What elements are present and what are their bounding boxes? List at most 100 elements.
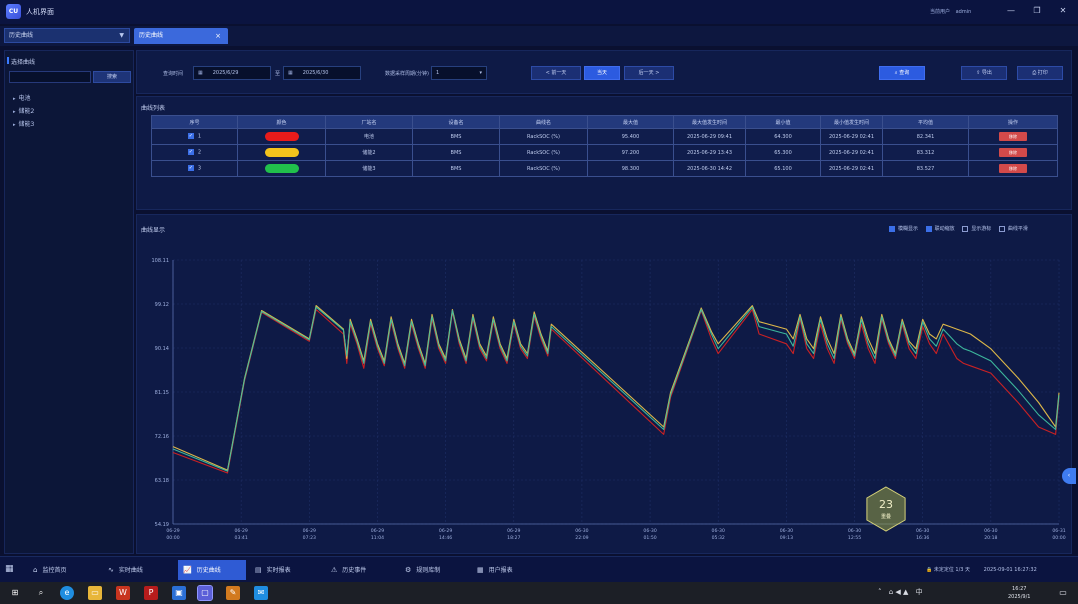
input-language[interactable]: 中 — [915, 588, 923, 596]
option-blur-display[interactable]: 模糊显示 — [889, 225, 918, 232]
history-line-chart[interactable]: 108.1199.1290.1481.1572.1663.1854.1906-2… — [137, 215, 1073, 555]
option-linked-zoom[interactable]: 联动缩放 — [925, 225, 955, 232]
notification-icon[interactable]: ▭ — [1059, 588, 1067, 597]
row-index-cell[interactable]: ✓ 1 — [151, 128, 238, 145]
row-checkbox[interactable]: ✓ — [187, 165, 194, 172]
side-collapse-handle[interactable]: ‹ — [1062, 468, 1076, 484]
sidebar-search-button[interactable]: 搜索 — [93, 71, 131, 83]
nav-tab-6[interactable]: ▦ 用户报表 — [472, 560, 540, 580]
checkbox-icon[interactable] — [962, 225, 969, 232]
color-swatch[interactable] — [264, 148, 299, 157]
expand-arrow-icon[interactable]: ▸ — [13, 109, 16, 115]
expand-arrow-icon[interactable]: ▸ — [13, 96, 16, 102]
maximize-button[interactable]: ❐ — [1033, 6, 1041, 15]
tray-icons[interactable]: ⌂ ◀ ▲ — [888, 588, 909, 596]
export-button[interactable]: ⇪ 导出 — [961, 66, 1007, 80]
search-button[interactable]: ⌕ 查询 — [879, 66, 925, 80]
curve-name-cell: RackSOC (%) — [499, 144, 588, 161]
column-header[interactable]: 曲线名 — [499, 115, 588, 129]
nav-tab-5[interactable]: ⚙ 规则库制 — [400, 560, 468, 580]
nav-tab-4[interactable]: ⚠ 历史事件 — [326, 560, 394, 580]
column-header[interactable]: 厂站名 — [325, 115, 413, 129]
taskbar-clock[interactable]: 16:27 2025/9/1 — [1008, 585, 1030, 601]
search-icon[interactable]: ⌕ — [38, 588, 44, 597]
nav-tab-0[interactable]: ⌂ 监控首页 — [28, 560, 96, 580]
series-line-1[interactable] — [172, 308, 1060, 474]
column-header[interactable]: 最大值 — [587, 115, 674, 129]
system-tray[interactable]: ˄ ⌂ ◀ ▲ 中 — [878, 587, 928, 597]
sidebar-item-1[interactable]: ▸ 电池 — [13, 93, 31, 102]
windows-taskbar: ⊞ ⌕ e ▭ W P ▣ ▢ ✎ ✉ ˄ ⌂ ◀ ▲ 中 16:27 2025… — [0, 582, 1078, 604]
column-header[interactable]: 操作 — [968, 115, 1058, 129]
print-button[interactable]: ⎙ 打印 — [1017, 66, 1063, 80]
edge-browser-icon[interactable]: e — [60, 586, 74, 600]
overlap-badge-icon[interactable] — [866, 486, 906, 532]
row-color-cell[interactable] — [237, 160, 326, 177]
column-header[interactable]: 最小值发生时间 — [820, 115, 883, 129]
checkbox-icon[interactable] — [998, 225, 1005, 232]
app-title: 人机界面 — [26, 8, 54, 16]
option-show-cursor[interactable]: 显示游标 — [962, 225, 991, 232]
column-header[interactable]: 平均值 — [882, 115, 969, 129]
checkbox-icon[interactable] — [889, 225, 895, 232]
nav-tab-3[interactable]: ▤ 实时报表 — [250, 560, 318, 580]
expand-arrow-icon[interactable]: ▸ — [13, 122, 16, 128]
prev-day-button[interactable]: < 前一天 — [531, 66, 581, 80]
nav-tab-label: 历史曲线 — [196, 567, 221, 574]
option-smooth-curve[interactable]: 曲线平滑 — [998, 225, 1028, 232]
column-header[interactable]: 最大值发生时间 — [673, 115, 746, 129]
table-row[interactable]: ✓ 2 储能2 BMS RackSOC (%) 97.200 2025-06-29 13:4… — [151, 144, 1058, 161]
column-header[interactable]: 序号 — [151, 115, 238, 129]
remove-button[interactable]: 移除 — [999, 132, 1027, 141]
mail-app-icon[interactable]: ✉ — [254, 586, 268, 600]
next-day-button[interactable]: 后一天 > — [624, 66, 674, 80]
app-icon[interactable]: ▣ — [172, 586, 186, 600]
min-time-cell: 2025-06-29 02:41 — [820, 160, 883, 177]
column-header[interactable]: 最小值 — [745, 115, 821, 129]
start-date-input[interactable]: ▦ 2025/6/29 — [193, 66, 271, 80]
nav-tab-2[interactable]: 📈 历史曲线 — [178, 560, 246, 580]
table-row[interactable]: ✓ 3 储能3 BMS RackSOC (%) 98.300 2025-06-30 14:4… — [151, 160, 1058, 177]
tray-expand-icon[interactable]: ˄ — [878, 588, 882, 596]
export-icon: ⇪ — [976, 70, 982, 76]
tab-history-curve[interactable]: 历史曲线 × — [134, 28, 228, 44]
wps-icon[interactable]: W — [116, 586, 130, 600]
file-explorer-icon[interactable]: ▭ — [88, 586, 102, 600]
apps-grid-icon[interactable]: ▦ — [5, 564, 14, 574]
row-index-cell[interactable]: ✓ 3 — [151, 160, 238, 177]
table-row[interactable]: ✓ 1 电池 BMS RackSOC (%) 95.400 2025-06-29 09:41… — [151, 128, 1058, 145]
device-cell: BMS — [412, 160, 500, 177]
close-tab-icon[interactable]: × — [215, 32, 221, 40]
period-select[interactable]: 1 ▾ — [431, 66, 487, 80]
editor-app-icon[interactable]: ✎ — [226, 586, 240, 600]
hmi-app-icon[interactable]: ▢ — [197, 585, 213, 601]
device-cell: BMS — [412, 144, 500, 161]
row-color-cell[interactable] — [237, 128, 326, 145]
remove-button[interactable]: 移除 — [999, 148, 1027, 157]
user-name[interactable]: admin — [955, 9, 972, 15]
minimize-button[interactable]: — — [1007, 6, 1015, 15]
today-button[interactable]: 当天 — [584, 66, 620, 80]
station-cell: 储能2 — [325, 144, 413, 161]
close-button[interactable]: ✕ — [1059, 6, 1067, 15]
sidebar-item-2[interactable]: ▸ 储能2 — [13, 106, 34, 115]
color-swatch[interactable] — [264, 132, 299, 141]
color-swatch[interactable] — [264, 164, 299, 173]
min-cell: 64.300 — [745, 128, 821, 145]
row-checkbox[interactable]: ✓ — [187, 149, 194, 156]
remove-button[interactable]: 移除 — [999, 164, 1027, 173]
pdf-app-icon[interactable]: P — [144, 586, 158, 600]
row-color-cell[interactable] — [237, 144, 326, 161]
page-select[interactable]: 历史曲线 ▼ — [4, 28, 130, 43]
series-line-3[interactable] — [172, 306, 1060, 472]
column-header[interactable]: 颜色 — [237, 115, 326, 129]
nav-tab-1[interactable]: ∿ 实时曲线 — [103, 560, 171, 580]
row-checkbox[interactable]: ✓ — [187, 133, 194, 140]
end-date-input[interactable]: ▦ 2025/6/30 — [283, 66, 361, 80]
sidebar-item-3[interactable]: ▸ 储能3 — [13, 119, 34, 128]
sidebar-search-input[interactable] — [9, 71, 91, 83]
column-header[interactable]: 设备名 — [412, 115, 500, 129]
checkbox-icon[interactable] — [925, 225, 932, 232]
row-index-cell[interactable]: ✓ 2 — [151, 144, 238, 161]
windows-start-icon[interactable]: ⊞ — [11, 588, 19, 597]
